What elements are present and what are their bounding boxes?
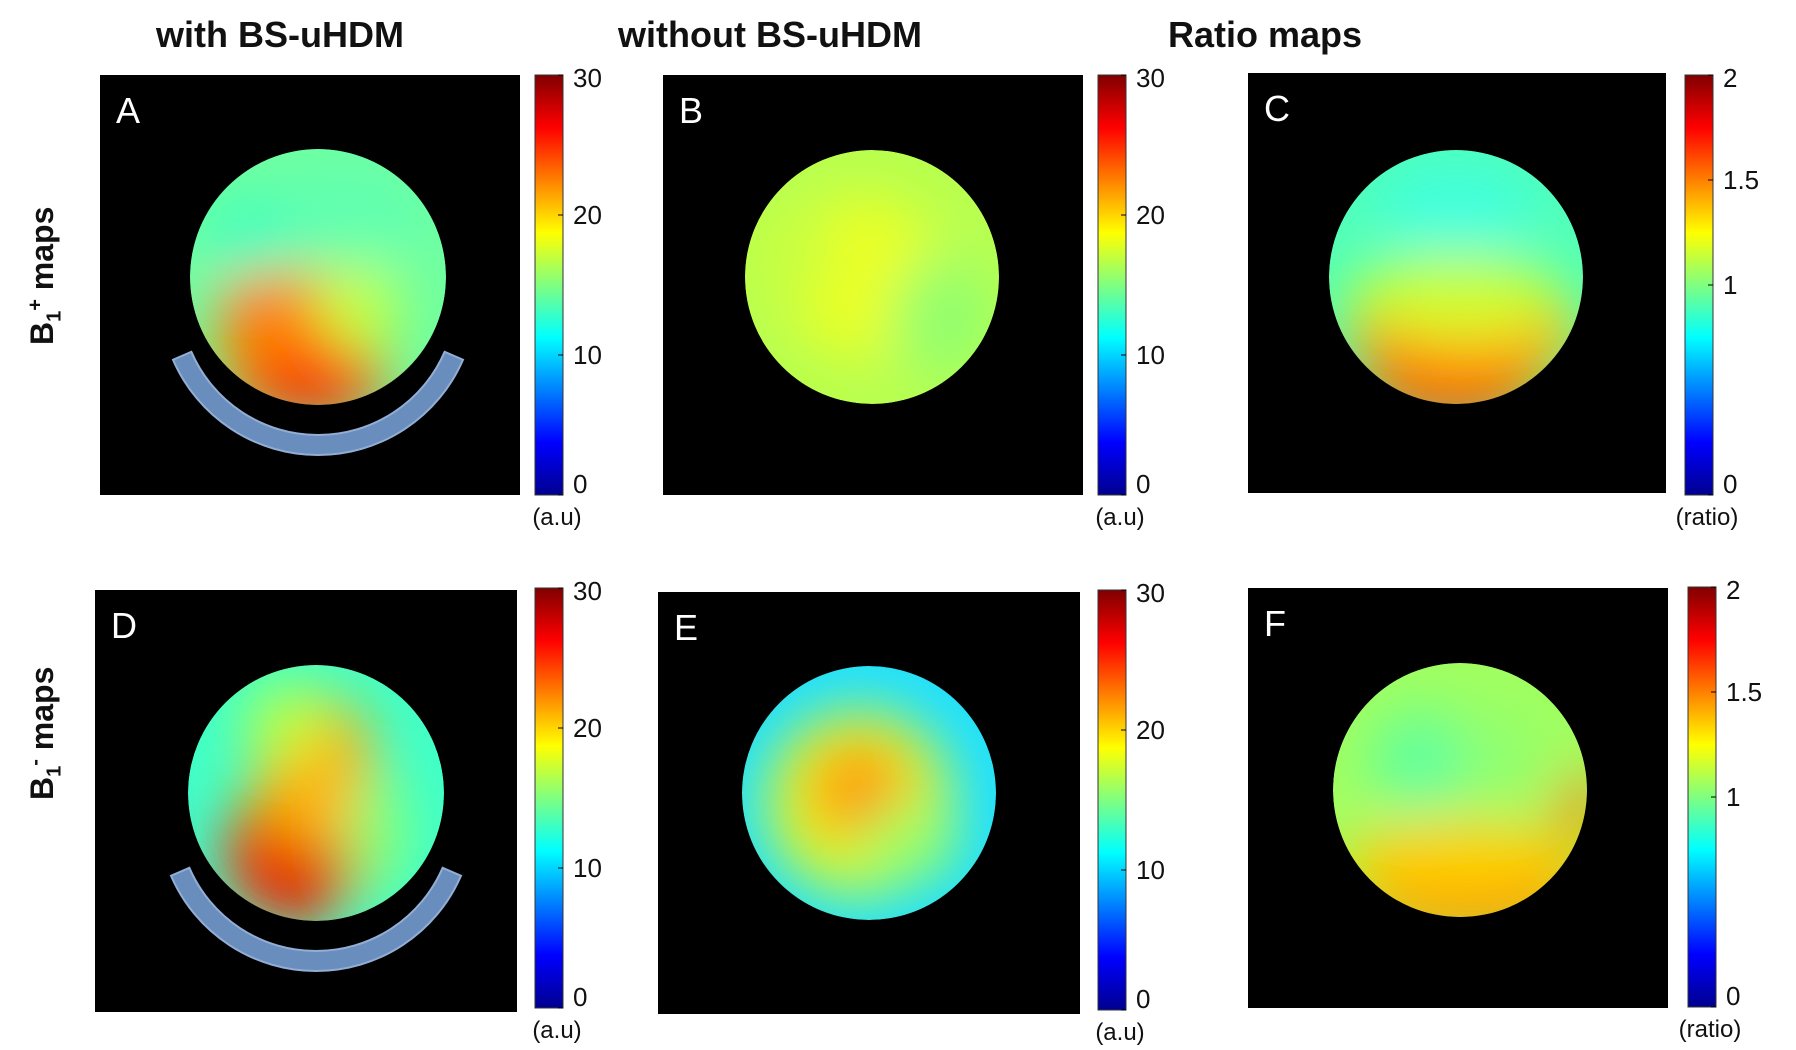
- column-title-without: without BS-uHDM: [618, 14, 922, 55]
- field-map: [188, 665, 444, 921]
- field-blob: [346, 773, 406, 893]
- panel-d: D 30 20 10 0 (a.u): [95, 576, 602, 1044]
- colorbar-tick-label: 1: [1726, 782, 1740, 812]
- colorbar-tick-label: 1.5: [1723, 165, 1759, 195]
- colorbar-tick-label: 10: [1136, 855, 1165, 885]
- colorbar-tick-label: 0: [573, 469, 587, 499]
- colorbar-tick-label: 10: [1136, 340, 1165, 370]
- colorbar-tick-label: 0: [1723, 469, 1737, 499]
- panel-b: B 30 20 10 0 (a.u): [663, 63, 1165, 531]
- field-blob: [859, 803, 959, 883]
- field-blob: [246, 683, 326, 763]
- field-blob: [1376, 167, 1536, 247]
- colorbar-tick-label: 0: [1136, 469, 1150, 499]
- colorbar: [1097, 74, 1127, 496]
- field-blob: [752, 207, 832, 307]
- colorbar-unit: (ratio): [1679, 1016, 1742, 1043]
- field-blob: [218, 257, 298, 377]
- colorbar: [1097, 589, 1127, 1011]
- field-blob: [892, 257, 992, 377]
- colorbar-tick-label: 20: [1136, 715, 1165, 745]
- panel-c: C 2 1.5 1 0 (ratio): [1248, 63, 1759, 531]
- field-blob: [198, 197, 298, 277]
- colorbar-tick-label: 30: [1136, 63, 1165, 93]
- panel-f: F 2 1.5 1 0 (ratio): [1248, 575, 1762, 1043]
- colorbar-tick-label: 20: [573, 200, 602, 230]
- panel-label: F: [1264, 603, 1286, 644]
- bs-uhdm-pad: [171, 350, 465, 456]
- colorbar-tick-label: 0: [1136, 984, 1150, 1014]
- bs-uhdm-pad: [169, 866, 463, 972]
- panel-label: E: [674, 607, 698, 648]
- colorbar-tick-label: 0: [1726, 981, 1740, 1011]
- colorbar-tick-label: 2: [1723, 63, 1737, 93]
- field-blob: [1560, 770, 1587, 850]
- colorbar-unit: (a.u): [1095, 1019, 1144, 1046]
- column-title-with: with BS-uHDM: [156, 14, 404, 55]
- colorbar: [534, 74, 564, 496]
- colorbar-tick-label: 10: [573, 340, 602, 370]
- field-map: [742, 666, 996, 920]
- field-blob: [1460, 710, 1540, 810]
- colorbar-tick-label: 30: [1136, 578, 1165, 608]
- panel-a: A 30 20 10 0 (a.u): [100, 63, 602, 531]
- panel-label: A: [116, 90, 140, 131]
- colorbar-tick-label: 0: [573, 982, 587, 1012]
- colorbar-tick-label: 20: [1136, 200, 1165, 230]
- colorbar-tick-label: 10: [573, 853, 602, 883]
- colorbar-tick-label: 30: [573, 576, 602, 606]
- field-blob: [1370, 710, 1470, 810]
- panel-label: C: [1264, 88, 1290, 129]
- colorbar-tick-label: 30: [573, 63, 602, 93]
- panel-e: E 30 20 10 0 (a.u): [658, 578, 1165, 1046]
- field-blob: [1340, 820, 1580, 900]
- colorbar-unit: (ratio): [1676, 504, 1739, 531]
- colorbar-unit: (a.u): [532, 1017, 581, 1044]
- field-blob: [1346, 257, 1566, 337]
- column-title-ratio: Ratio maps: [1167, 14, 1363, 55]
- field-blob: [318, 257, 398, 357]
- field-map: [745, 150, 999, 404]
- panel-label: B: [679, 90, 703, 131]
- colorbar-tick-label: 20: [573, 713, 602, 743]
- field-blob: [824, 753, 894, 823]
- colorbar-unit: (a.u): [1095, 504, 1144, 531]
- colorbar-tick-label: 1.5: [1726, 677, 1762, 707]
- field-blob: [268, 167, 428, 267]
- colorbar-tick-label: 1: [1723, 270, 1737, 300]
- colorbar: [534, 587, 564, 1009]
- panel-label: D: [111, 605, 137, 646]
- colorbar-unit: (a.u): [532, 504, 581, 531]
- colorbar-tick-label: 2: [1726, 575, 1740, 605]
